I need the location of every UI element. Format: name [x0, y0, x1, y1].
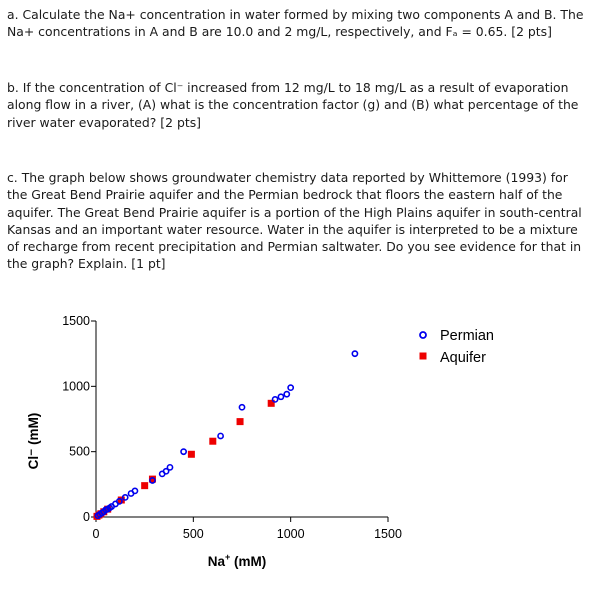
data-points [93, 350, 359, 520]
question-b: b. If the concentration of Cl⁻ increased… [7, 79, 585, 131]
permian-point [283, 390, 291, 398]
permian-point [115, 497, 123, 505]
y-axis-label: Cl⁻ (mM) [26, 413, 41, 470]
tick-group: 0 500 1000 1500 0 500 1000 1500 [62, 314, 402, 541]
chart-axes [95, 321, 388, 518]
question-a-text: a. Calculate the Na+ concentration in wa… [7, 7, 584, 40]
question-c: c. The graph below shows groundwater che… [7, 169, 585, 273]
question-a: a. Calculate the Na+ concentration in wa… [7, 6, 585, 41]
legend-permian-label: Permian [440, 328, 494, 344]
x-tick-label: 0 [93, 527, 100, 541]
y-tick-label: 1000 [62, 379, 90, 393]
permian-point [166, 463, 174, 471]
permian-point [180, 448, 187, 456]
permian-point [351, 350, 359, 358]
x-axis-label: Na+ (mM) [208, 552, 267, 569]
aquifer-point [141, 482, 149, 490]
y-tick-label: 1500 [62, 314, 90, 328]
question-c-text: c. The graph below shows groundwater che… [7, 170, 582, 272]
permian-point [162, 467, 170, 475]
legend-aquifer-label: Aquifer [440, 350, 486, 366]
permian-point [121, 493, 129, 501]
aquifer-point [187, 450, 195, 458]
permian-point [217, 432, 224, 440]
aquifer-point [267, 399, 275, 407]
permian-point [271, 396, 279, 403]
y-tick-label: 500 [69, 445, 90, 459]
aquifer-point [148, 475, 156, 483]
permian-point [287, 384, 295, 392]
permian-point [277, 393, 285, 401]
x-tick-label: 1500 [374, 527, 402, 541]
legend-aquifer-marker [419, 352, 427, 360]
chart-legend: Permian Aquifer [419, 328, 494, 366]
legend-permian-marker [419, 331, 427, 339]
x-tick-label: 1000 [277, 527, 305, 541]
y-tick-label: 0 [83, 510, 90, 524]
scatter-chart: 0 500 1000 1500 0 500 1000 1500 Na+ (mM) Cl⁻ (m… [26, 314, 494, 569]
question-b-text: b. If the concentration of Cl⁻ increased… [7, 80, 579, 130]
permian-point [238, 403, 246, 411]
permian-point [131, 487, 139, 495]
permian-point [149, 477, 156, 484]
x-tick-label: 500 [183, 527, 204, 541]
aquifer-point [236, 418, 244, 426]
aquifer-point [209, 437, 217, 445]
